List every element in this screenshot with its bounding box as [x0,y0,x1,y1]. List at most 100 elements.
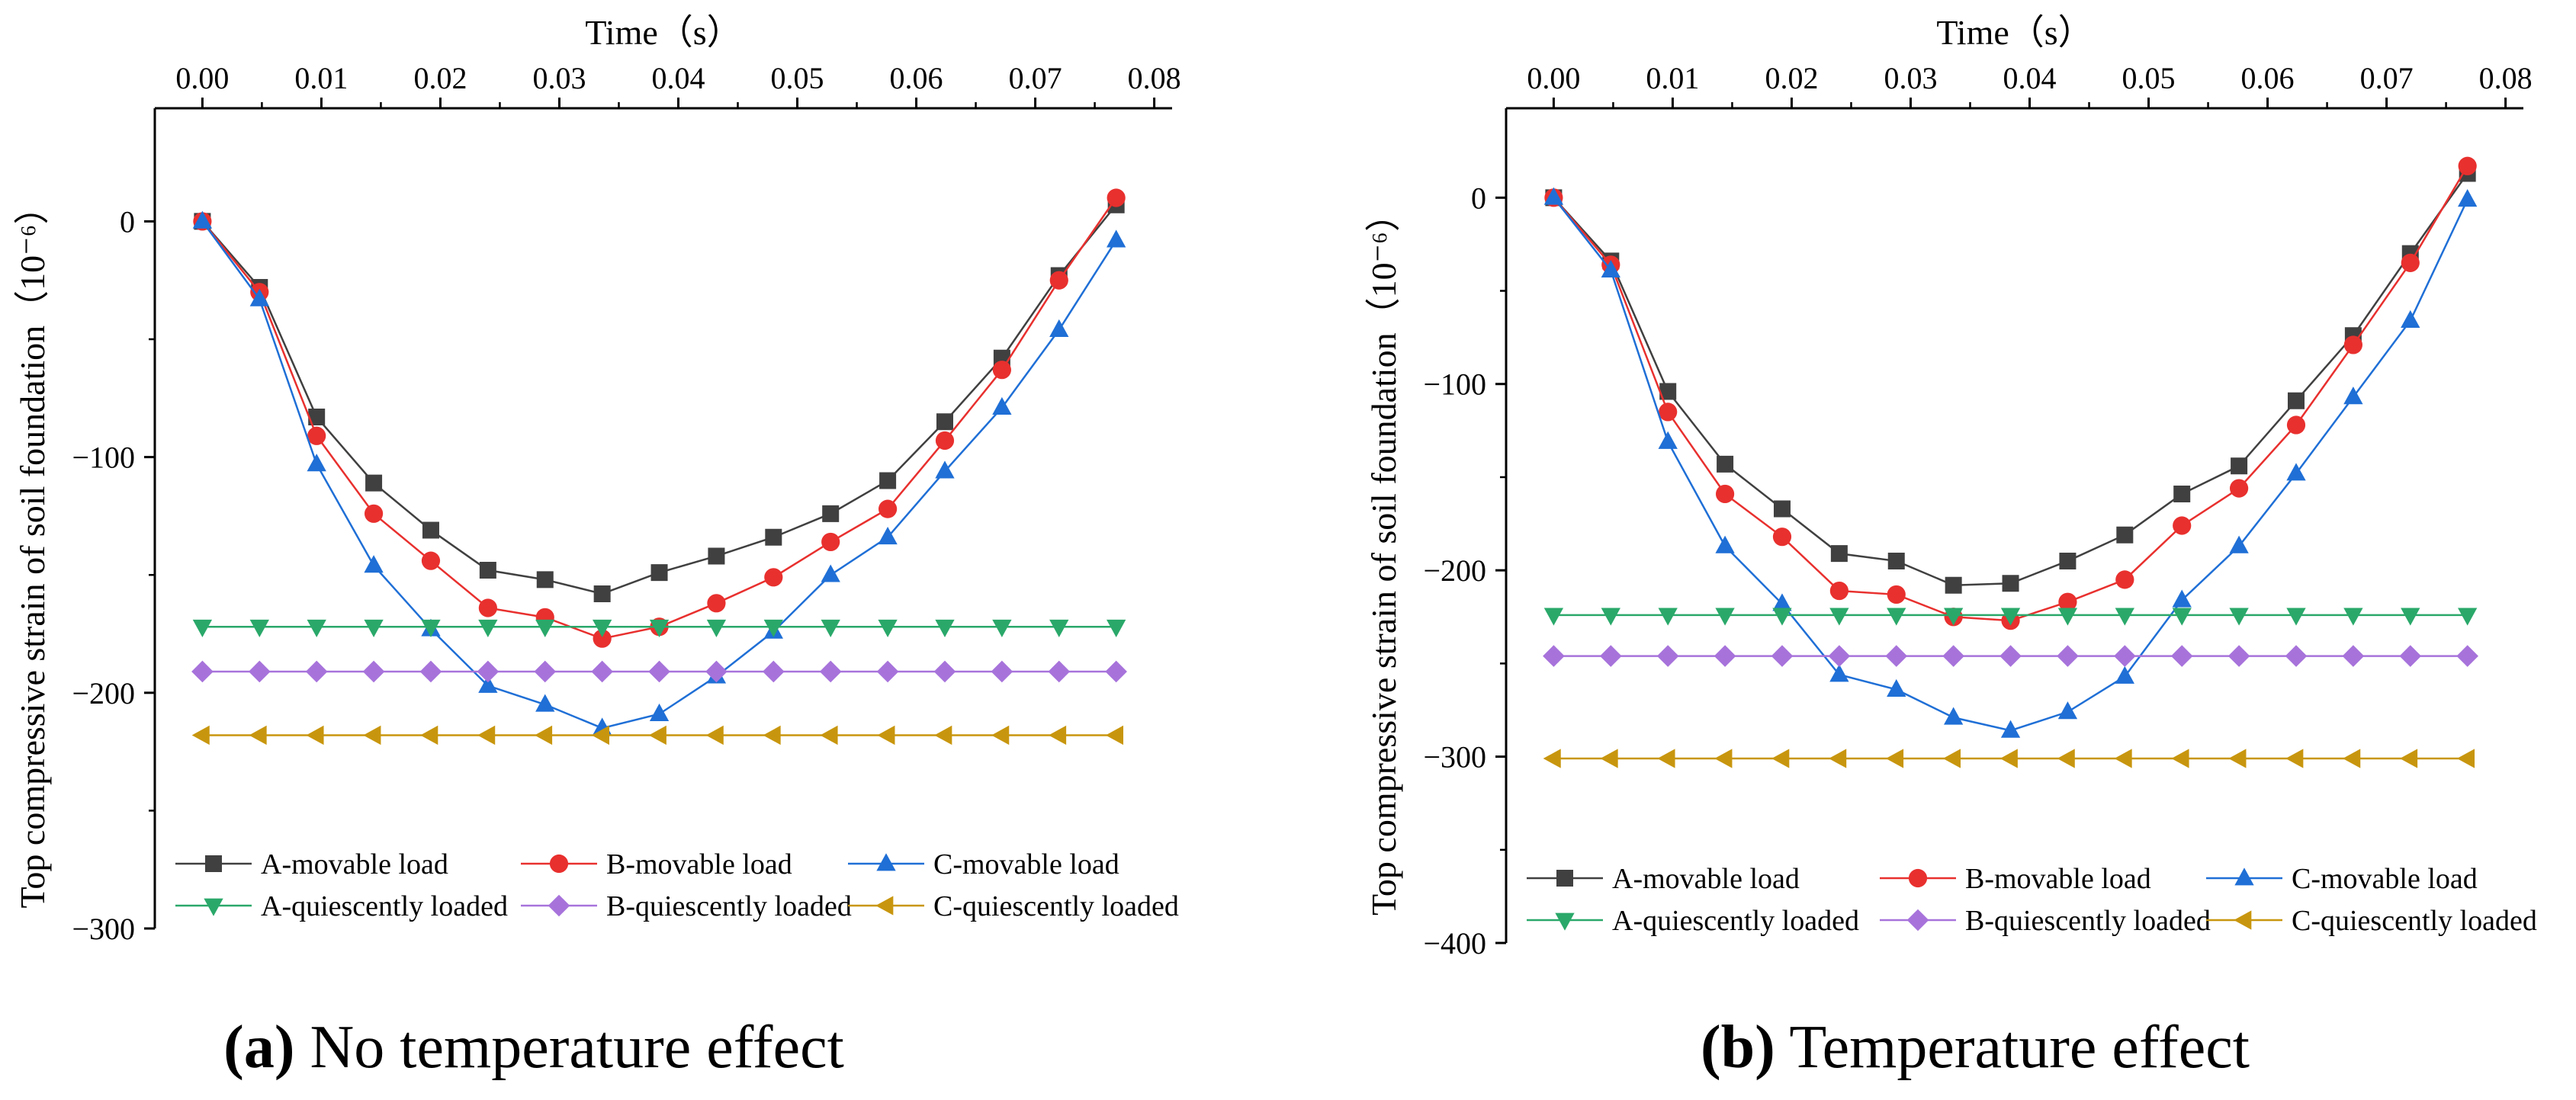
panel-a-point-c-movable-load [821,564,840,582]
panel-b-point-b-quiescently-loaded [2342,645,2365,667]
panel-a-point-b-quiescently-loaded [362,660,385,683]
panel-a-point-c-movable-load [478,675,498,693]
panel-b-point-a-quiescently-loaded [1543,608,1564,626]
panel-b-legend-label-b-movable-load: B-movable load [1965,863,2151,895]
panel-b-legend-label-b-quiescently-loaded: B-quiescently loaded [1965,905,2211,937]
panel-b-point-c-quiescently-loaded [1600,749,1618,768]
panel-a-x-tick-label: 0.06 [890,61,943,95]
panel-b-series-a-quiescently-loaded: A-quiescently loaded [1527,608,2478,937]
panel-b-point-c-quiescently-loaded [1657,749,1675,768]
panel-b-point-a-quiescently-loaded [2401,608,2420,626]
panel-a-point-c-quiescently-loaded [191,725,210,746]
panel-a-legend-label-a-quiescently-loaded: A-quiescently loaded [261,890,508,922]
panel-a-caption: (a) No temperature effect [223,1014,844,1081]
panel-a-point-a-quiescently-loaded [478,619,498,637]
panel-b-legend-marker-c-movable-load [2234,867,2254,886]
panel-b-point-a-movable-load [1717,455,1734,473]
panel-a-point-a-quiescently-loaded [535,619,555,637]
panel-b-point-b-movable-load [1829,581,1848,601]
panel-a-legend-marker-b-quiescently-loaded [548,894,570,917]
panel-b-point-b-quiescently-loaded [2228,645,2250,667]
panel-b-point-b-quiescently-loaded [1885,645,1908,667]
panel-a-point-c-quiescently-loaded [306,725,324,746]
panel-a-point-b-movable-load [421,551,441,570]
panel-a-point-c-movable-load [192,210,213,229]
panel-b-point-c-movable-load [1772,593,1792,611]
panel-b-series-c-quiescently-loaded: C-quiescently loaded [1543,749,2537,937]
panel-a-point-b-quiescently-loaded [763,660,785,683]
panel-a-point-c-quiescently-loaded [1105,725,1124,746]
panel-b-point-c-movable-load [2229,535,2249,553]
panel-b-chart: 0.00 0.01 0.02 0.03 0.04 0.05 0.06 0.07 0.08 0 −10… [1364,13,2537,960]
panel-a-x-tick-label: 0.01 [294,61,348,95]
panel-a-point-a-movable-load [479,562,496,579]
panel-a-point-b-quiescently-loaded [648,660,670,683]
panel-b-point-c-movable-load [1887,678,1906,697]
panel-a-point-c-quiescently-loaded [763,725,781,746]
panel-b-point-b-quiescently-loaded [2456,645,2478,667]
panel-b-point-b-movable-load [1659,402,1678,422]
panel-a-point-b-quiescently-loaded [1105,660,1127,683]
panel-a-x-tick-label: 0.07 [1009,61,1062,95]
panel-a-y-tick-label: 0 [120,204,135,239]
panel-b-point-c-movable-load [1543,187,1564,205]
panel-b-legend-label-c-quiescently-loaded: C-quiescently loaded [2292,905,2537,937]
panel-b-point-c-movable-load [1943,707,1964,725]
panel-b-label: (b) [1701,1014,1775,1081]
panel-b-point-c-movable-load [1829,664,1849,682]
panel-a-point-b-quiescently-loaded [819,660,842,683]
panel-b-series-c-movable-load: C-movable load [1543,187,2478,895]
panel-b-point-c-movable-load [2115,665,2134,684]
panel-b-legend-marker-b-movable-load [1908,868,1928,888]
panel-a-point-c-movable-load [249,288,269,306]
panel-a-legend-label-a-movable-load: A-movable load [261,848,448,880]
panel-b-x-tick-label: 0.02 [1765,61,1818,95]
panel-a-point-a-movable-load [708,547,725,565]
panel-a-point-b-quiescently-loaded [419,660,442,683]
panel-a-point-b-movable-load [364,504,384,523]
panel-b-point-a-movable-load [2287,392,2305,409]
panel-b-x-tick-label: 0.08 [2479,61,2533,95]
panel-b-point-a-quiescently-loaded [2458,608,2478,626]
panel-b-x-tick-label: 0.05 [2122,61,2176,95]
panel-a-point-a-quiescently-loaded [1107,619,1126,637]
panel-b-point-a-quiescently-loaded [1943,608,1964,626]
panel-b-point-a-movable-load [1773,500,1791,518]
panel-a-point-a-quiescently-loaded [706,619,727,637]
panel-a-point-b-quiescently-loaded [477,660,499,683]
panel-a-point-c-quiescently-loaded [477,725,496,746]
panel-b-point-a-quiescently-loaded [1715,608,1735,626]
panel-b-point-b-quiescently-loaded [2285,645,2308,667]
panel-a-y-axis-label: Top compressive strain of soil foundatio… [13,190,52,909]
panel-a-point-a-quiescently-loaded [649,619,670,637]
panel-a-series-a-movable-load: A-movable load [175,196,1125,880]
panel-a-point-a-quiescently-loaded [935,619,955,637]
panel-a-legend-label-b-movable-load: B-movable load [606,848,792,880]
panel-b-point-c-movable-load [1715,535,1735,553]
panel-b-point-c-movable-load [2286,463,2306,481]
panel-b-legend-marker-a-quiescently-loaded [1555,912,1575,931]
panel-a-point-b-quiescently-loaded [876,660,899,683]
panel-b-point-c-quiescently-loaded [2400,749,2418,768]
panel-a-point-a-movable-load [536,571,554,588]
panel-a-point-b-quiescently-loaded [591,660,613,683]
panel-b-point-a-quiescently-loaded [1601,608,1620,626]
panel-b-point-c-movable-load [2000,720,2021,738]
panel-a-point-a-movable-load [765,528,782,546]
panel-a-point-b-quiescently-loaded [1048,660,1071,683]
panel-b-point-a-movable-load [2116,526,2134,544]
panel-b-point-c-movable-load [2458,189,2478,207]
panel-a-point-c-movable-load [307,454,326,472]
panel-a-point-b-movable-load [593,629,612,648]
panel-a-y-tick-label: −100 [72,441,135,475]
panel-b-point-a-quiescently-loaded [2057,608,2078,626]
panel-a-point-b-movable-load [478,598,497,617]
panel-b-point-c-movable-load [1601,259,1620,277]
panel-b-point-a-movable-load [1830,545,1848,563]
panel-b-point-c-movable-load [2401,309,2420,328]
panel-b-point-c-quiescently-loaded [2171,749,2189,768]
panel-a-point-b-quiescently-loaded [534,660,557,683]
panel-b-point-b-quiescently-loaded [1600,645,1622,667]
panel-a-point-a-quiescently-loaded [763,619,783,637]
